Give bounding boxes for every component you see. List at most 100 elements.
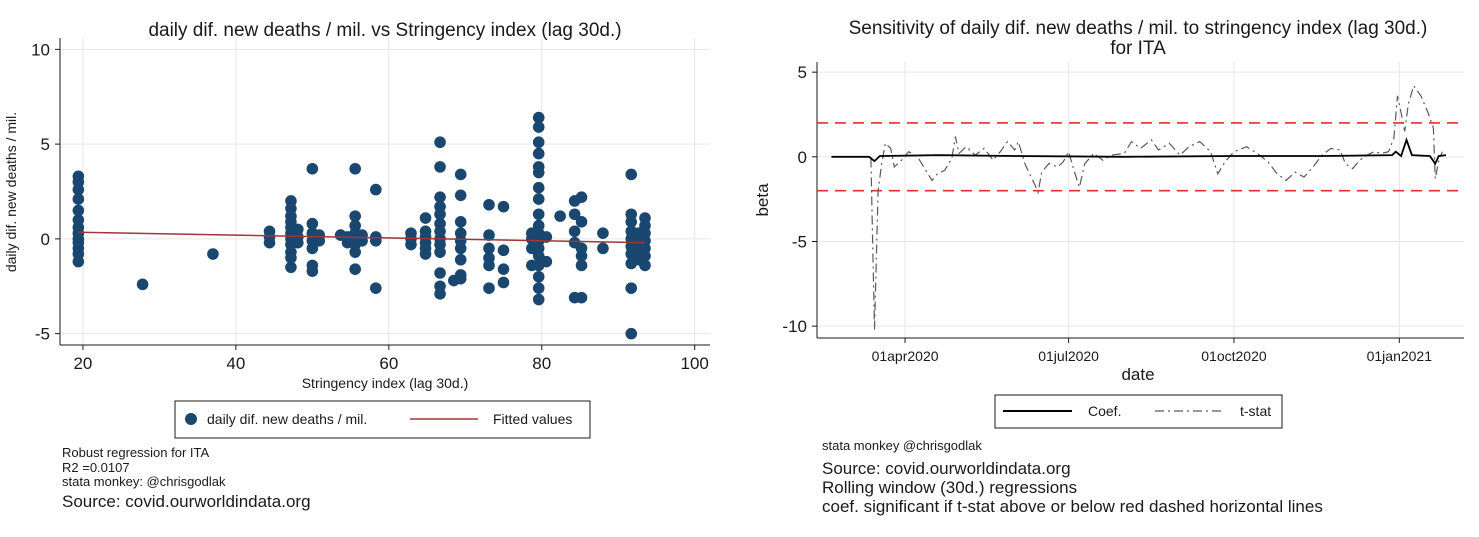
- left-xtick-label-1: 40: [226, 354, 245, 373]
- scatter-point-81: [454, 168, 467, 181]
- scatter-point-32: [306, 162, 319, 175]
- scatter-point-40: [313, 234, 326, 247]
- left-ytick-label-3: 10: [31, 40, 50, 59]
- scatter-point-82: [454, 189, 467, 202]
- scatter-point-121: [532, 293, 545, 306]
- scatter-point-105: [532, 121, 545, 133]
- scatter-point-127: [568, 225, 581, 238]
- scatter-point-122: [540, 231, 553, 243]
- scatter-point-136: [597, 227, 609, 239]
- scatter-point-71: [434, 208, 446, 221]
- left-y-axis-title: daily dif. new deaths / mil.: [3, 112, 19, 272]
- scatter-point-86: [454, 242, 467, 255]
- legend-marker-scatter: [185, 413, 197, 425]
- note-author: stata monkey: @chrisgodlak: [62, 474, 226, 490]
- scatter-point-33: [306, 217, 319, 230]
- scatter-point-138: [625, 168, 638, 181]
- left-xtick-label-4: 100: [681, 354, 709, 373]
- scatter-point-79: [434, 288, 446, 300]
- left-xtick-label-2: 60: [379, 354, 398, 373]
- scatter-point-98: [497, 263, 510, 275]
- scatter-point-95: [483, 282, 495, 294]
- coef-series-line: [831, 137, 1447, 166]
- left-tick-labels: 20 40 60 80 100 -5 0 5 10: [31, 40, 709, 373]
- right-chart-title-line1: Sensitivity of daily dif. new deaths / m…: [849, 18, 1428, 39]
- scatter-point-106: [532, 136, 545, 149]
- legend-label-tstat: t-stat: [1240, 403, 1271, 419]
- scatter-point-60: [405, 238, 417, 251]
- right-tick-labels: 01apr2020 01jul2020 01oct2020 01jan2021 -10 -…: [782, 63, 1432, 364]
- note-method: Rolling window (30d.) regressions: [822, 477, 1078, 497]
- left-chart-title: daily dif. new deaths / mil. vs Stringen…: [148, 20, 621, 41]
- scatter-point-107: [532, 147, 545, 160]
- scatter-point-27: [285, 252, 297, 264]
- right-x-axis-title: date: [1121, 365, 1154, 384]
- scatter-point-124: [554, 210, 566, 222]
- scatter-point-68: [434, 161, 446, 173]
- scatter-point-137: [597, 242, 609, 255]
- note-source: Source: covid.ourworldindata.org: [62, 491, 311, 511]
- scatter-point-2: [72, 183, 85, 196]
- scatter-point-91: [483, 229, 495, 241]
- left-xtick-label-0: 20: [73, 354, 92, 373]
- right-xtick-label-2: 01oct2020: [1201, 348, 1267, 364]
- scatter-point-87: [454, 253, 467, 266]
- left-ytick-label-1: 0: [41, 230, 50, 249]
- scatter-point-119: [532, 270, 545, 283]
- tstat-series-line: [870, 84, 1443, 330]
- note-source-right: Source: covid.ourworldindata.org: [822, 458, 1071, 478]
- scatter-point-28: [285, 261, 297, 274]
- scatter-point-17: [263, 236, 276, 249]
- scatter-point-67: [434, 136, 446, 149]
- scatter-point-53: [341, 236, 354, 249]
- scatter-point-133: [575, 250, 588, 262]
- note-regression-type: Robust regression for ITA: [62, 445, 210, 460]
- scatter-point-36: [306, 242, 319, 255]
- left-ytick-label-0: -5: [35, 325, 50, 344]
- right-ytick-label-0: -10: [782, 317, 807, 336]
- scatter-point-97: [497, 244, 510, 257]
- scatter-point-83: [454, 216, 467, 228]
- scatter-point-57: [370, 282, 382, 294]
- scatter-point-94: [483, 259, 495, 272]
- left-notes: Robust regression for ITA R2 =0.0107 sta…: [62, 445, 311, 511]
- scatter-point-112: [532, 208, 545, 221]
- scatter-point-92: [483, 242, 495, 255]
- scatter-point-109: [532, 166, 545, 179]
- scatter-point-90: [483, 198, 495, 211]
- scatter-point-56: [370, 234, 382, 247]
- scatter-point-130: [575, 191, 588, 203]
- scatter-point-77: [434, 267, 446, 279]
- scatter-point-14: [207, 248, 219, 260]
- scatter-point-3: [72, 193, 85, 205]
- scatter-point-140: [625, 216, 638, 228]
- scatter-point-135: [575, 291, 588, 304]
- note-significance: coef. significant if t-stat above or bel…: [822, 496, 1323, 516]
- scatter-point-38: [306, 265, 319, 277]
- right-chart-title-line2: for ITA: [1110, 38, 1166, 59]
- scatter-point-4: [72, 204, 85, 217]
- right-xtick-label-0: 01apr2020: [872, 348, 939, 364]
- right-notes: stata monkey @chrisgodlak Source: covid.…: [822, 438, 1323, 516]
- scatter-point-13: [136, 278, 149, 291]
- scatter-point-12: [72, 255, 85, 268]
- right-ytick-label-3: 5: [798, 63, 807, 82]
- scatter-point-131: [575, 216, 588, 228]
- scatter-point-42: [349, 162, 361, 175]
- scatter-point-157: [639, 250, 651, 262]
- right-ytick-label-2: 0: [798, 148, 807, 167]
- legend-label-coef: Coef.: [1088, 403, 1121, 419]
- left-gridlines: [60, 38, 710, 345]
- scatter-point-111: [532, 193, 545, 205]
- right-xtick-label-1: 01jul2020: [1038, 348, 1099, 364]
- legend-label-fitted: Fitted values: [493, 411, 572, 427]
- legend-label-scatter: daily dif. new deaths / mil.: [207, 411, 367, 427]
- scatter-point-147: [625, 327, 638, 340]
- scatter-point-104: [532, 111, 545, 124]
- left-scatter-points: [72, 111, 651, 340]
- right-chart-panel: Sensitivity of daily dif. new deaths / m…: [753, 18, 1464, 429]
- note-r-squared: R2 =0.0107: [62, 459, 130, 475]
- right-legend: Coef. t-stat: [994, 394, 1283, 429]
- scatter-point-158: [639, 259, 651, 272]
